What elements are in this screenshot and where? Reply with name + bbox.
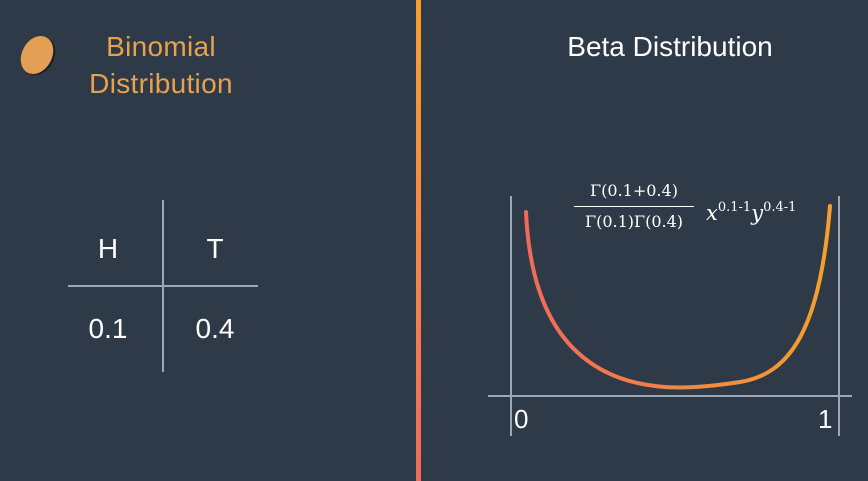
beta-curve: [524, 204, 832, 390]
formula-numerator: Γ(0.1+0.4): [590, 181, 678, 200]
binomial-title-line1: Binomial: [106, 31, 216, 62]
binomial-title: Binomial Distribution: [66, 28, 256, 102]
table-value-heads: 0.1: [88, 313, 128, 344]
table-value-tails: 0.4: [195, 313, 235, 344]
formula-x: x: [706, 201, 718, 225]
formula-y: y: [751, 201, 764, 225]
coin-icon: [20, 35, 56, 76]
formula-power-term: x0.1-1y0.4-1: [706, 200, 796, 225]
axis-label-max: 1: [818, 404, 833, 434]
table-header-tails: T: [206, 233, 224, 264]
table-header-heads: H: [97, 233, 119, 264]
binomial-title-line2: Distribution: [89, 68, 233, 99]
formula-denominator: Γ(0.1)Γ(0.4): [584, 212, 684, 231]
fraction-bar: [574, 206, 694, 207]
panel-divider: [416, 0, 421, 481]
axis-label-min: 0: [514, 404, 529, 434]
formula-fraction: Γ(0.1+0.4) Γ(0.1)Γ(0.4): [572, 180, 696, 233]
formula-exp-x: 0.1-1: [717, 200, 752, 215]
formula-exp-y: 0.4-1: [763, 200, 797, 215]
beta-title: Beta Distribution: [567, 31, 773, 62]
